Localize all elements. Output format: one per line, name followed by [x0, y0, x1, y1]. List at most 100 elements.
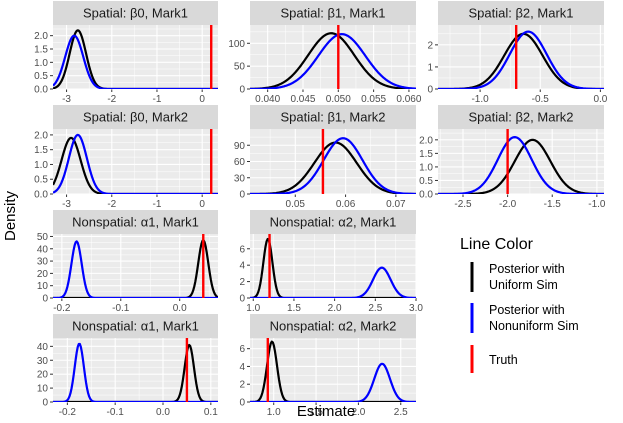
x-tick-label: -1 [153, 94, 162, 105]
density-curve-posterior-with-nonuniform-sim [250, 137, 416, 194]
y-tick-label: 0.5 [419, 176, 433, 187]
y-tick-label: 30 [37, 356, 49, 367]
density-curve-posterior-with-nonuniform-sim [438, 30, 604, 89]
x-tick-label: 1.0 [267, 407, 281, 418]
y-tick-label: 20 [37, 269, 49, 280]
x-tick-label: 0.0 [173, 303, 187, 314]
x-tick-label: 0.07 [386, 199, 406, 210]
plot-area [53, 129, 218, 194]
panel-10: Nonspatial: α2, Mark2 1.0 1.5 2.0 2.5 0 2 4 6 [239, 314, 416, 418]
density-curve-posterior-with-uniform-sim [53, 136, 218, 194]
legend-label-truth: Truth [489, 353, 518, 367]
panel-title: Spatial: β2, Mark1 [468, 6, 573, 21]
y-tick-label: 1.0 [34, 160, 48, 171]
y-tick-label: 30 [234, 173, 246, 184]
y-tick-label: 0 [42, 398, 48, 409]
x-tick-label: -0.2 [53, 303, 71, 314]
density-curve-posterior-with-uniform-sim [53, 239, 218, 298]
y-tick-label: 0 [239, 190, 245, 201]
x-tick-label: 0 [199, 199, 205, 210]
y-tick-label: 4 [239, 362, 245, 373]
density-curve-posterior-with-nonuniform-sim [250, 266, 416, 298]
density-curve-posterior-with-uniform-sim [53, 29, 218, 89]
y-tick-label: 4 [239, 261, 245, 272]
x-tick-label: 0.050 [326, 94, 351, 105]
panel-3: Spatial: β2, Mark1 -1.0 -0.5 0.0 0 1 2 [427, 1, 608, 105]
y-tick-label: 30 [37, 257, 49, 268]
panel-title: Spatial: β1, Mark1 [280, 6, 385, 21]
x-tick-label: -0.5 [532, 94, 550, 105]
y-tick-label: 0 [239, 398, 245, 409]
x-tick-label: -3 [62, 199, 71, 210]
y-tick-label: 6 [239, 344, 245, 355]
y-tick-label: 0 [239, 85, 245, 96]
y-tick-label: 0 [239, 294, 245, 305]
x-axis-title: Estimate [297, 403, 355, 420]
y-tick-label: 2 [239, 380, 245, 391]
panel-strip [53, 1, 218, 25]
y-tick-label: 2.0 [419, 135, 433, 146]
density-curve-posterior-with-nonuniform-sim [250, 33, 416, 89]
panel-8: Nonspatial: α2, Mark1 1.0 1.5 2.0 2.5 3.0 0 2 4 6 [239, 210, 423, 314]
panel-1: Spatial: β0, Mark1 -3 -2 -1 0 0.0 0.5 1.0 1.5 2.0 [34, 1, 218, 105]
density-curve-posterior-with-uniform-sim [250, 32, 416, 89]
panel-5: Spatial: β1, Mark2 0.05 0.06 0.07 0 30 60 90 [234, 105, 416, 210]
panel-title: Spatial: β0, Mark1 [83, 6, 188, 21]
y-tick-label: 0.0 [34, 85, 48, 96]
x-tick-label: 0.0 [156, 407, 170, 418]
y-tick-label: 0.0 [419, 190, 433, 201]
y-tick-label: 10 [37, 281, 49, 292]
panel-title: Nonspatial: α1, Mark1 [72, 215, 199, 230]
x-tick-label: -1 [153, 199, 162, 210]
y-tick-label: 1.5 [34, 45, 48, 56]
panel-strip [250, 1, 416, 25]
y-tick-label: 60 [234, 157, 246, 168]
density-curve-posterior-with-nonuniform-sim [53, 342, 218, 402]
y-tick-label: 0.5 [34, 71, 48, 82]
density-curve-posterior-with-nonuniform-sim [53, 240, 218, 298]
x-tick-label: 2.0 [351, 407, 365, 418]
y-tick-label: 1 [427, 62, 433, 73]
y-tick-label: 50 [37, 232, 49, 243]
y-tick-label: 0.0 [34, 190, 48, 201]
panel-9: Nonspatial: α1, Mark1 -0.2 -0.1 0.0 0.1 0 10 20… [37, 314, 218, 418]
x-tick-label: 0.045 [290, 94, 315, 105]
density-curve-posterior-with-uniform-sim [250, 237, 416, 298]
x-tick-label: 0 [199, 94, 205, 105]
y-tick-label: 40 [37, 342, 49, 353]
y-tick-label: 1.5 [34, 145, 48, 156]
x-tick-label: -0.1 [112, 303, 130, 314]
panel-title: Spatial: β1, Mark2 [280, 110, 385, 125]
panel-title: Nonspatial: α2, Mark1 [270, 215, 397, 230]
x-tick-label: -0.2 [59, 407, 77, 418]
panel-strip [53, 314, 218, 338]
legend-label-uniform-line2: Uniform Sim [489, 278, 558, 292]
y-tick-label: 100 [228, 39, 245, 50]
density-curve-posterior-with-nonuniform-sim [53, 133, 218, 194]
plot-area [250, 234, 416, 298]
x-tick-label: 0.055 [361, 94, 386, 105]
x-tick-label: -1.5 [544, 199, 562, 210]
y-tick-label: 1.5 [419, 149, 433, 160]
y-tick-label: 40 [37, 244, 49, 255]
panel-strip [250, 314, 416, 338]
panel-6: Spatial: β2, Mark2 -2.5 -2.0 -1.5 -1.0 0.0 0.5… [419, 105, 606, 210]
panel-2: Spatial: β1, Mark1 0.040 0.045 0.050 0.055 0.… [228, 1, 422, 105]
y-tick-label: 2.0 [34, 130, 48, 141]
panel-strip [53, 105, 218, 129]
x-tick-label: 0.040 [255, 94, 280, 105]
x-tick-label: -2 [107, 199, 116, 210]
y-tick-label: 1.0 [419, 162, 433, 173]
y-tick-label: 6 [239, 244, 245, 255]
panel-title: Nonspatial: α2, Mark2 [270, 319, 397, 334]
x-tick-label: -2.0 [499, 199, 517, 210]
legend-title: Line Color [460, 236, 534, 253]
x-tick-label: 2.5 [368, 303, 382, 314]
panel-title: Spatial: β2, Mark2 [468, 110, 573, 125]
y-axis-title: Density [2, 190, 19, 241]
x-tick-label: -0.1 [107, 407, 125, 418]
panel-strip [438, 105, 604, 129]
x-tick-label: -3 [62, 94, 71, 105]
y-tick-label: 2 [427, 40, 433, 51]
